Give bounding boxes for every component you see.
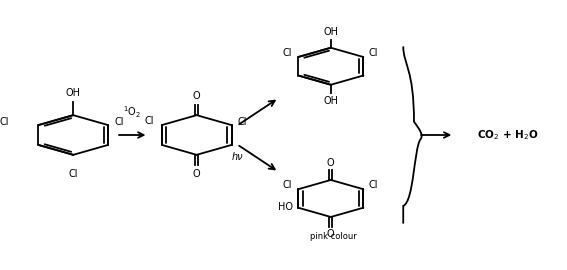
Text: CO$_2$ + H$_2$O: CO$_2$ + H$_2$O xyxy=(477,128,539,142)
Text: O: O xyxy=(193,168,201,178)
Text: Cl: Cl xyxy=(115,117,124,127)
Text: $^1$O$_2$: $^1$O$_2$ xyxy=(123,105,141,120)
Text: hν: hν xyxy=(231,152,243,162)
Text: Cl: Cl xyxy=(282,48,292,58)
Text: Cl: Cl xyxy=(238,117,247,127)
Text: HO: HO xyxy=(278,202,293,212)
Text: O: O xyxy=(327,230,335,239)
Text: Cl: Cl xyxy=(369,180,378,190)
Text: OH: OH xyxy=(66,88,81,98)
Text: Cl: Cl xyxy=(369,48,378,58)
Text: Cl: Cl xyxy=(69,169,78,179)
Text: pink colour: pink colour xyxy=(310,231,357,241)
Text: O: O xyxy=(193,92,201,102)
Text: O: O xyxy=(327,157,335,167)
Text: Cl: Cl xyxy=(282,180,292,190)
Text: Cl: Cl xyxy=(0,117,9,127)
Text: OH: OH xyxy=(323,96,338,106)
Text: Cl: Cl xyxy=(144,116,154,126)
Text: OH: OH xyxy=(323,27,338,37)
